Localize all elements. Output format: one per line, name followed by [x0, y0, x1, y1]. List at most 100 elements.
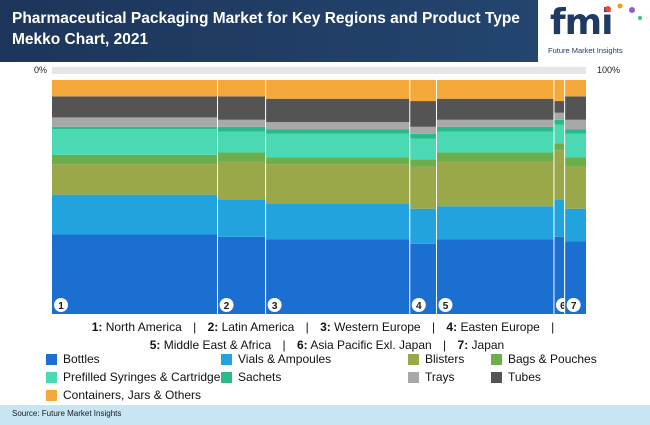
legend-item-sachets: Sachets	[221, 370, 281, 384]
segment-bottles-region-3	[265, 239, 410, 314]
legend-label: Prefilled Syringes & Cartridges	[63, 370, 227, 384]
legend-label: Sachets	[238, 370, 282, 384]
segment-prefilled-syringes-cartridges-region-3	[265, 133, 410, 158]
segment-bags-pouches-region-2	[217, 152, 266, 162]
chart-title: Pharmaceutical Packaging Market for Key …	[12, 10, 520, 48]
header-band	[0, 0, 540, 62]
legend-label: Bags & Pouches	[508, 352, 597, 366]
segment-containers-jars-others-region-3	[265, 80, 410, 99]
region-separator: |	[305, 320, 309, 334]
x-axis-min-label: 0%	[34, 65, 48, 75]
legend-swatch	[46, 371, 57, 383]
legend-swatch	[46, 353, 57, 365]
axis-band	[52, 67, 586, 74]
x-axis-max-label: 100%	[596, 65, 620, 75]
region-marker-label-4: 4	[416, 301, 422, 312]
segment-containers-jars-others-region-4	[409, 80, 437, 102]
legend-item-vials-ampoules: Vials & Ampoules	[221, 352, 331, 366]
legend-label: Containers, Jars & Others	[63, 388, 202, 402]
segment-bags-pouches-region-3	[265, 157, 410, 165]
legend-swatch	[408, 371, 419, 383]
segment-trays-region-3	[265, 122, 410, 130]
legend-item-bottles: Bottles	[46, 352, 100, 366]
region-entry-6: 6: Asia Pacific Exl. Japan	[296, 338, 432, 352]
segment-tubes-region-7	[564, 96, 586, 120]
segment-trays-region-1	[52, 117, 218, 127]
segment-vials-ampoules-region-1	[52, 194, 218, 235]
segment-containers-jars-others-region-7	[564, 80, 586, 97]
fmi-logo: fmi Future Market Insights	[538, 0, 650, 62]
region-marker-5	[438, 298, 453, 312]
segment-sachets-region-1	[52, 126, 218, 130]
footer-bar: Source: Future Market Insights	[0, 405, 650, 425]
segment-prefilled-syringes-cartridges-region-7	[564, 133, 586, 158]
segment-trays-region-7	[564, 119, 586, 130]
legend-swatch	[221, 353, 232, 365]
region-marker-label-3: 3	[272, 301, 278, 312]
segment-bags-pouches-region-5	[436, 152, 554, 162]
region-marker-7	[566, 298, 581, 312]
region-legend-line-2: 5: Middle East & Africa | 6: Asia Pacifi…	[12, 336, 642, 354]
legend-item-containers-jars-others: Containers, Jars & Others	[46, 388, 201, 402]
legend-item-tubes: Tubes	[491, 370, 541, 384]
region-entry-3: 3: Western Europe	[320, 320, 421, 334]
legend-label: Bottles	[63, 352, 100, 366]
region-entry-4: 4: Easten Europe	[446, 320, 540, 334]
region-separator: |	[443, 338, 447, 352]
region-marker-3	[267, 298, 282, 312]
legend-item-prefilled-syringes-cartridges: Prefilled Syringes & Cartridges	[46, 370, 226, 384]
segment-sachets-region-4	[409, 133, 437, 139]
region-entry-1: 1: North America	[91, 320, 182, 334]
segment-bags-pouches-region-6	[553, 143, 565, 151]
legend-swatch	[408, 353, 419, 365]
segment-bags-pouches-region-7	[564, 157, 586, 167]
legend-label: Tubes	[508, 370, 541, 384]
region-marker-label-2: 2	[224, 301, 230, 312]
region-marker-4	[411, 298, 426, 312]
segment-trays-region-2	[217, 119, 266, 127]
segment-prefilled-syringes-cartridges-region-4	[409, 138, 437, 160]
logo-mark: fmi	[550, 2, 614, 43]
segment-blisters-region-4	[409, 166, 437, 209]
segment-tubes-region-6	[553, 101, 565, 113]
region-marker-label-7: 7	[571, 301, 577, 312]
segment-trays-region-4	[409, 126, 437, 134]
segment-blisters-region-7	[564, 166, 586, 209]
segment-sachets-region-3	[265, 129, 410, 134]
segment-trays-region-6	[553, 112, 565, 120]
legend-swatch	[491, 371, 502, 383]
segment-sachets-region-7	[564, 129, 586, 134]
legend-label: Vials & Ampoules	[238, 352, 332, 366]
segment-containers-jars-others-region-5	[436, 80, 554, 99]
region-legend-line-1: 1: North America | 2: Latin America | 3:…	[12, 318, 642, 336]
segment-vials-ampoules-region-3	[265, 204, 410, 240]
segment-bottles-region-7	[564, 241, 586, 314]
segment-prefilled-syringes-cartridges-region-1	[52, 129, 218, 155]
legend-item-blisters: Blisters	[408, 352, 464, 366]
region-marker-label-6: 6	[560, 301, 566, 312]
legend-item-trays: Trays	[408, 370, 455, 384]
legend-swatch	[221, 371, 232, 383]
region-marker-2	[219, 298, 234, 312]
segment-vials-ampoules-region-2	[217, 199, 266, 237]
region-separator: |	[551, 320, 555, 334]
segment-prefilled-syringes-cartridges-region-6	[553, 124, 565, 144]
segment-blisters-region-2	[217, 161, 266, 200]
segment-tubes-region-2	[217, 96, 266, 120]
segment-bottles-region-5	[436, 239, 554, 314]
segment-tubes-region-4	[409, 101, 437, 127]
legend-label: Trays	[425, 370, 455, 384]
region-separator: |	[282, 338, 286, 352]
region-marker-label-1: 1	[58, 301, 64, 312]
legend-item-bags-pouches: Bags & Pouches	[491, 352, 597, 366]
segment-sachets-region-2	[217, 126, 266, 132]
segment-prefilled-syringes-cartridges-region-2	[217, 131, 266, 153]
region-legend: 1: North America | 2: Latin America | 3:…	[12, 318, 642, 354]
legend-swatch	[46, 389, 57, 401]
region-separator: |	[193, 320, 197, 334]
region-marker-label-5: 5	[443, 301, 449, 312]
segment-bottles-region-1	[52, 234, 218, 314]
header-bar: Pharmaceutical Packaging Market for Key …	[0, 0, 650, 62]
